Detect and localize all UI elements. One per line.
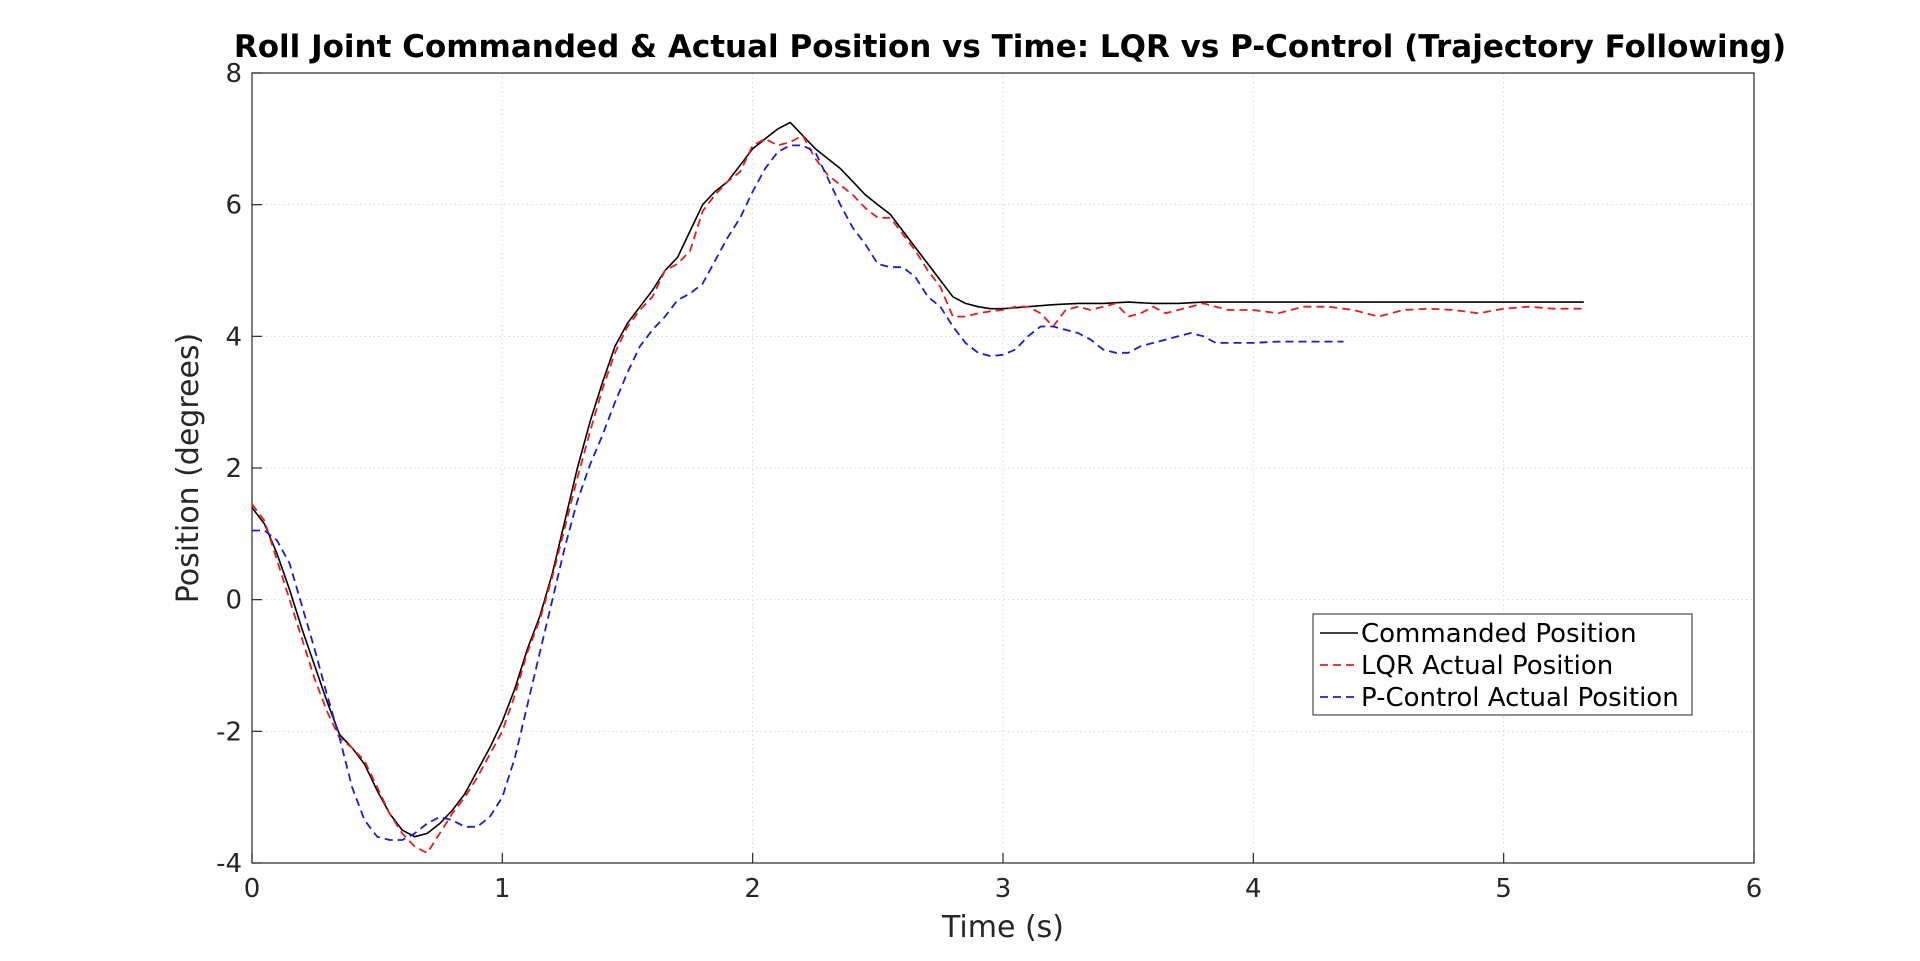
x-tick-label: 6: [1746, 874, 1763, 904]
series-line-0: [251, 121, 1584, 838]
x-tick-label: 3: [995, 874, 1012, 904]
legend-label: Commanded Position: [1361, 619, 1637, 649]
axis-ticks: 0 1 2 3 4 5 6 -4 -2 0 2 4 6 8: [216, 59, 1762, 904]
x-axis-label: Time (s): [941, 910, 1064, 945]
x-tick-label: 5: [1495, 874, 1512, 904]
chart-title: Roll Joint Commanded & Actual Position v…: [234, 29, 1786, 65]
series-line-2: [252, 144, 1344, 841]
y-tick-label: 8: [225, 59, 242, 89]
x-tick-label: 1: [494, 874, 511, 904]
series-lines: [251, 121, 1584, 854]
x-tick-label: 2: [744, 874, 761, 904]
y-tick-label: 4: [225, 322, 242, 352]
x-tick-label: 4: [1245, 874, 1262, 904]
legend-box: [1312, 613, 1693, 716]
y-axis-label: Position (degrees): [171, 333, 206, 604]
x-tick-label: 0: [244, 874, 261, 904]
y-tick-label: 6: [225, 191, 242, 221]
y-tick-label: -2: [216, 717, 242, 747]
legend-label: LQR Actual Position: [1361, 651, 1613, 681]
y-tick-label: -4: [216, 849, 242, 879]
legend-label: P-Control Actual Position: [1361, 683, 1679, 713]
y-tick-label: 0: [225, 586, 242, 616]
y-tick-label: 2: [225, 454, 242, 484]
